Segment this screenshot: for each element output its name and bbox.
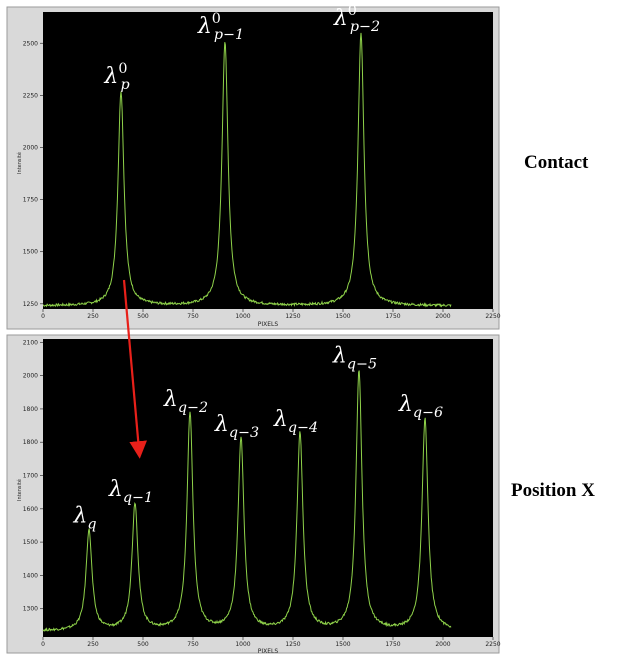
position-x-peak-labels: λq λq−1 λq−2λq−3 λq−4 λq−5 λq−6	[72, 344, 443, 533]
position-x-spectrum-line	[42, 370, 452, 633]
position-x-y-tick-label: 1400	[23, 572, 38, 579]
position-x-x-tick-label: 1000	[235, 641, 250, 648]
position-x-label: Position X	[511, 480, 595, 501]
contact-y-tick-label: 1500	[23, 249, 38, 256]
contact-chart: 1250 1500 1750 2000 2250 2500 0 250 500 750 1000 1…	[6, 3, 501, 330]
contact-peak-label: λ0 p	[103, 61, 129, 93]
shift-arrow	[122, 279, 147, 459]
contact-x-tick-label: 1500	[335, 313, 350, 320]
contact-x-tick-label: 750	[187, 313, 199, 320]
contact-y-tick-label: 2000	[23, 144, 38, 151]
position-x-x-tick-label: 1750	[385, 641, 400, 648]
contact-y-tick-label: 1250	[23, 301, 38, 308]
contact-x-tick-label: 1250	[285, 313, 300, 320]
position-x-y-tick-label: 1600	[23, 506, 38, 513]
contact-y-tick-label: 2250	[23, 92, 38, 99]
position-x-x-tick-label: 0	[41, 641, 45, 648]
position-x-y-tick-label: 1800	[23, 406, 38, 413]
contact-label: Contact	[524, 152, 589, 173]
contact-x-tick-label: 1750	[385, 313, 400, 320]
position-x-x-tick-label: 500	[137, 641, 149, 648]
position-x-y-tick-label: 1500	[23, 539, 38, 546]
position-x-peak-label: λq−6	[398, 392, 443, 421]
contact-x-axis-label: PIXELS	[258, 321, 279, 328]
position-x-x-tick-label: 2000	[435, 641, 450, 648]
position-x-peak-label: λq−3	[214, 412, 259, 441]
position-x-x-tick-label: 250	[87, 641, 99, 648]
position-x-x-tick-label: 750	[187, 641, 199, 648]
position-x-y-tick-label: 2100	[23, 339, 38, 346]
position-x-peak-label: λq	[72, 503, 96, 532]
position-x-y-ticks: 1300 1400 1500 1600 1700 1800 1800 2000 2100	[23, 339, 43, 613]
contact-x-tick-label: 0	[41, 313, 45, 320]
contact-x-tick-label: 500	[137, 313, 149, 320]
contact-y-axis-label: Intensité	[16, 152, 23, 174]
position-x-y-tick-label: 1700	[23, 473, 38, 480]
contact-peak-label: λ0 p−2	[333, 3, 380, 35]
contact-peak-label: λ0 p−1	[197, 11, 244, 43]
position-x-y-tick-label: 1800	[23, 439, 38, 446]
position-x-x-tick-label: 1500	[335, 641, 350, 648]
contact-y-tick-label: 2500	[23, 40, 38, 47]
contact-x-ticks: 0 250 500 750 1000 1250 1500 1750 2000 2250	[41, 309, 501, 320]
position-x-peak-label: λq−4	[273, 407, 318, 436]
contact-x-tick-label: 1000	[235, 313, 250, 320]
position-x-x-axis-label: PIXELS	[258, 648, 279, 655]
contact-plot-area	[43, 12, 493, 309]
position-x-peak-label: λq−2	[163, 387, 208, 416]
contact-peak-labels: λ0 p λ0 p−1 λ0 p−2	[103, 3, 380, 93]
position-x-x-tick-label: 2250	[485, 641, 500, 648]
contact-spectrum-line	[42, 32, 452, 308]
position-x-peak-label: λq−5	[332, 344, 377, 373]
position-x-y-tick-label: 2000	[23, 373, 38, 380]
contact-x-tick-label: 250	[87, 313, 99, 320]
position-x-chart: 1300 1400 1500 1600 1700 1800 1800 2000 2100 0 25…	[6, 334, 501, 655]
contact-y-ticks: 1250 1500 1750 2000 2250 2500	[23, 40, 43, 308]
position-x-peak-label: λq−1	[108, 477, 153, 506]
position-x-y-axis-label: Intensité	[16, 479, 23, 501]
position-x-x-ticks: 0 250 500 750 1000 1250 1500 1750 2000 2250	[41, 637, 501, 648]
position-x-x-tick-label: 1250	[285, 641, 300, 648]
contact-y-tick-label: 1750	[23, 197, 38, 204]
contact-x-tick-label: 2000	[435, 313, 450, 320]
position-x-y-tick-label: 1300	[23, 606, 38, 613]
contact-x-tick-label: 2250	[485, 313, 500, 320]
